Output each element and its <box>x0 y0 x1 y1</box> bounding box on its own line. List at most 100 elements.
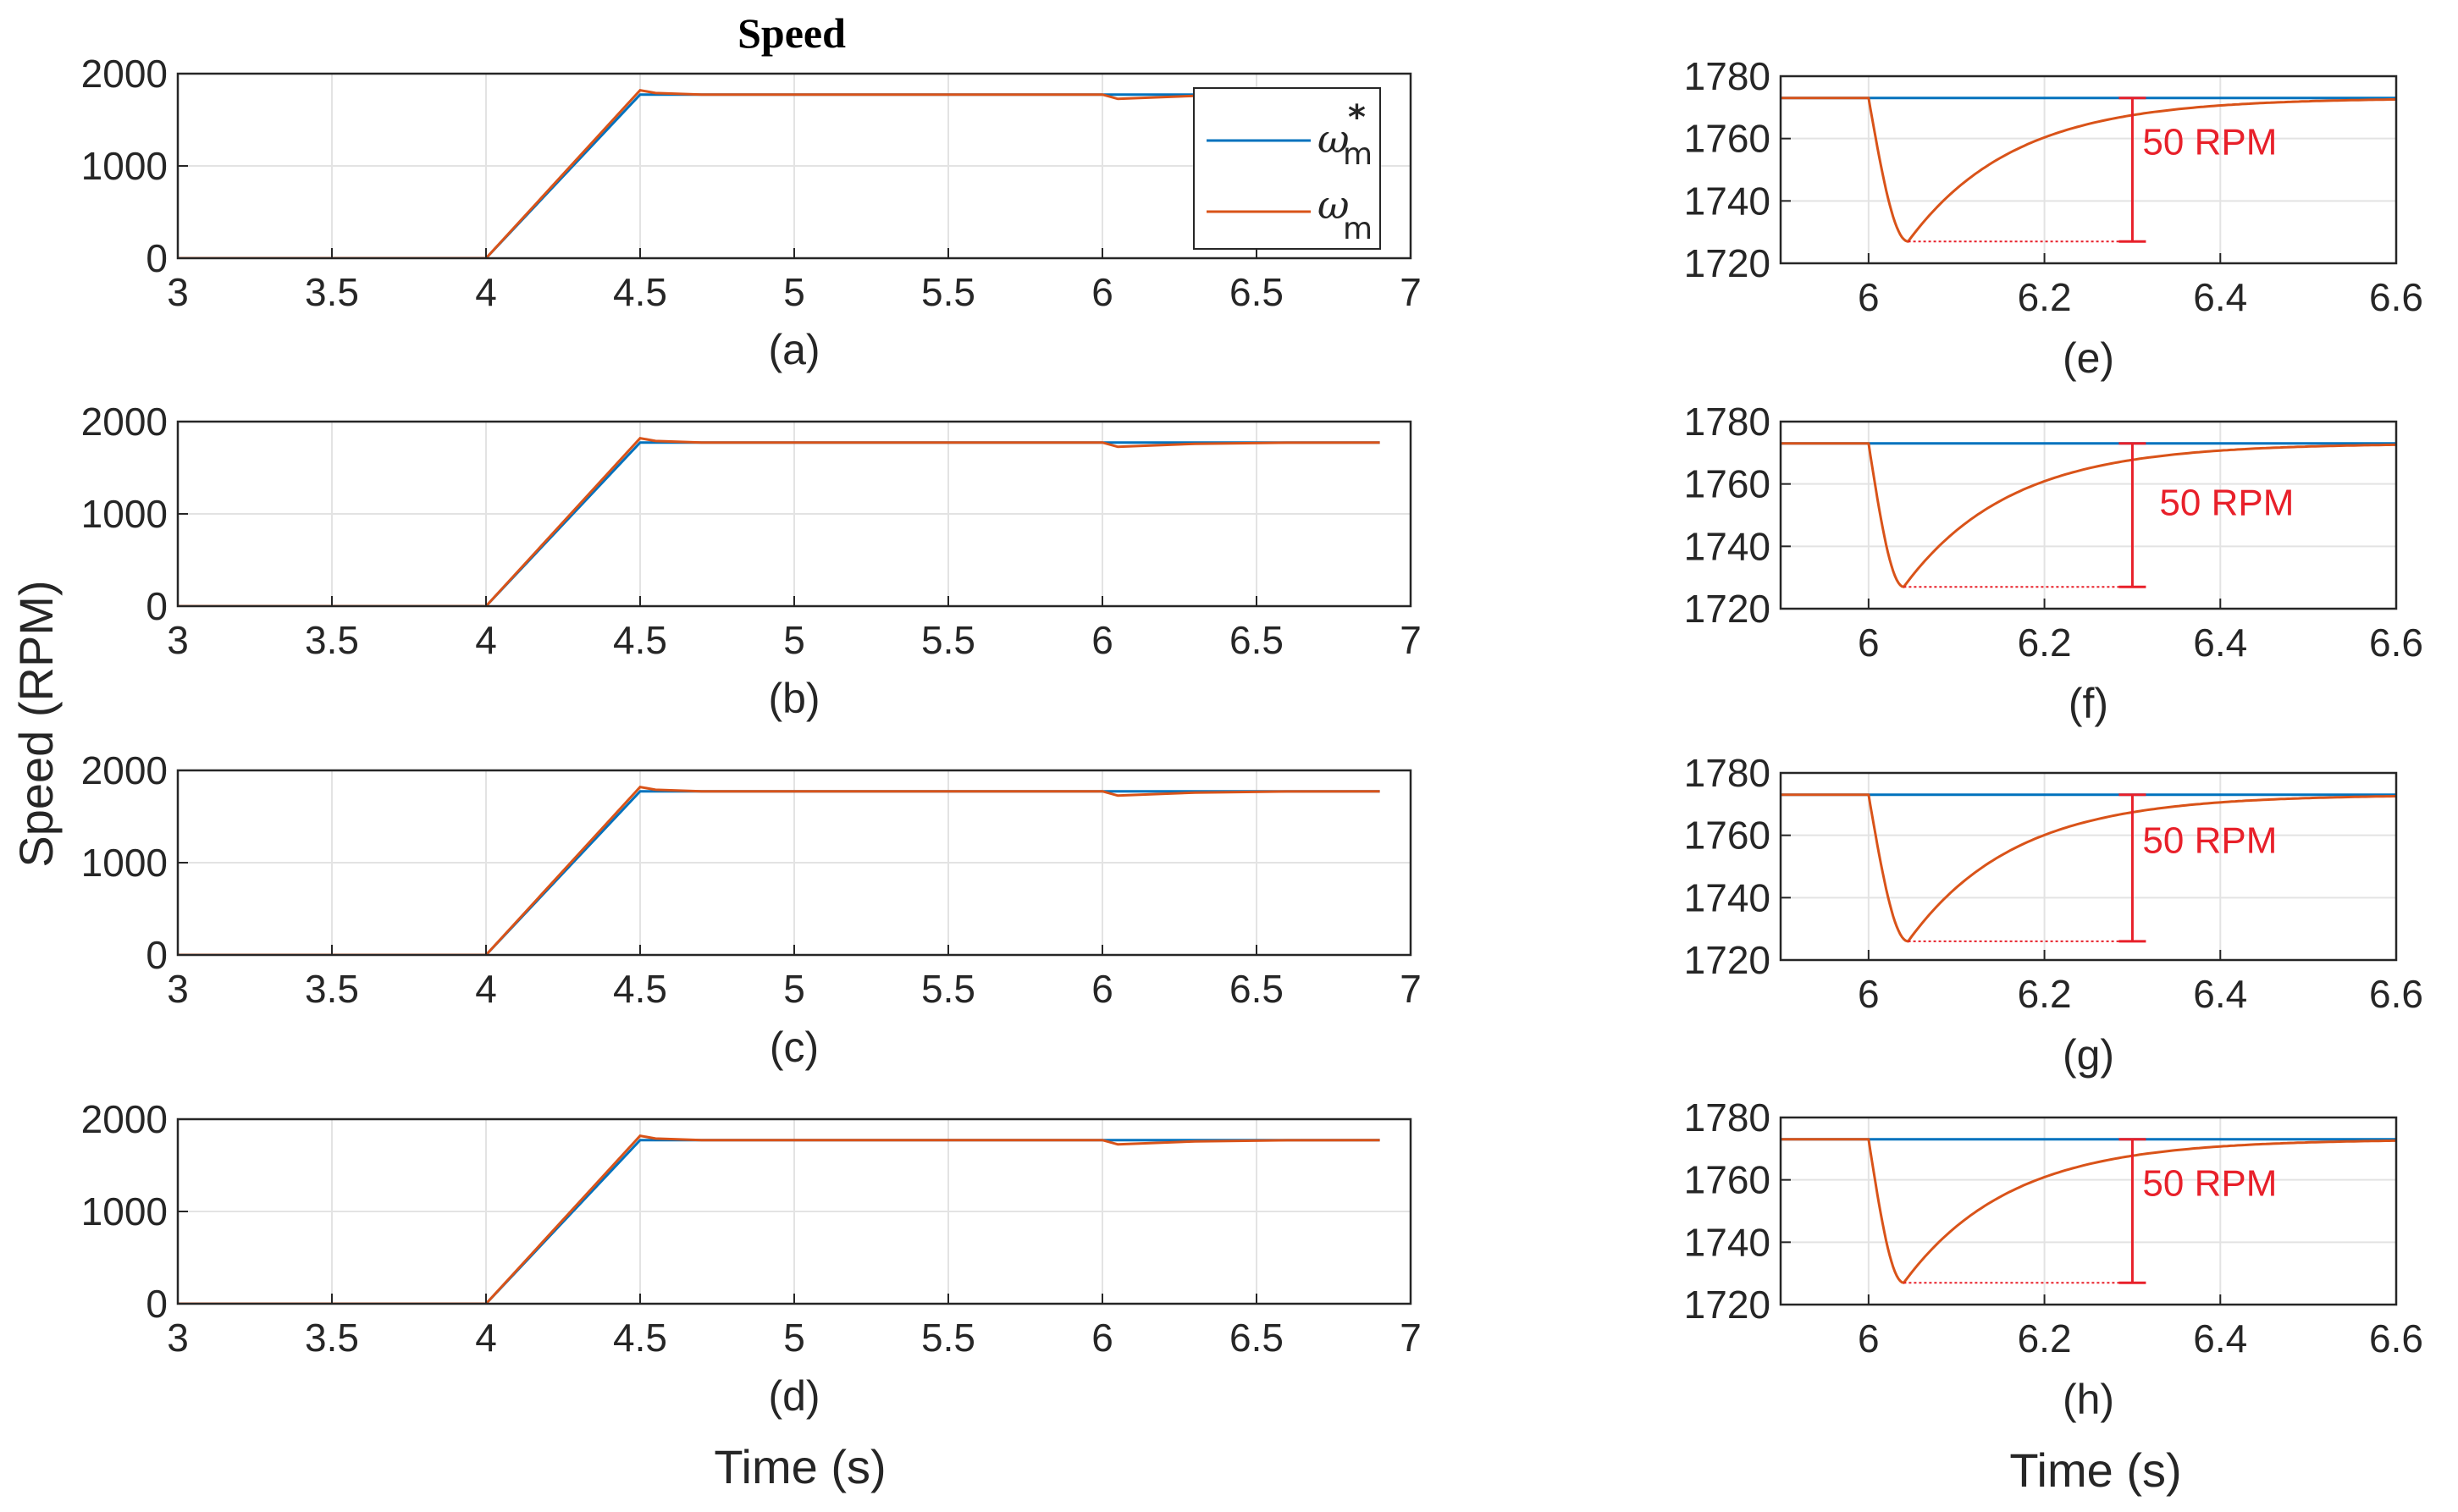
y-tick-label: 1780 <box>1684 400 1770 444</box>
x-tick-label: 6.6 <box>2369 621 2423 665</box>
y-tick-label: 1780 <box>1684 1095 1770 1140</box>
annotation-text: 50 RPM <box>2142 122 2277 163</box>
x-tick-label: 3 <box>167 1316 189 1360</box>
x-tick-label: 6 <box>1858 1316 1880 1360</box>
subplot-h: 50 RPM 6 6.2 6.4 6.6 1720 1740 1760 1780 (h) <box>1684 1095 2423 1423</box>
y-tick-label: 1000 <box>81 1189 168 1233</box>
y-tick-label: 1740 <box>1684 1220 1770 1264</box>
plot-background <box>1781 773 2396 960</box>
subplot-e: 50 RPM 6 6.2 6.4 6.6 1720 1740 1760 1780 (e) <box>1684 54 2423 382</box>
subplot-label: (d) <box>768 1372 820 1420</box>
x-tick-label: 6.6 <box>2369 1316 2423 1360</box>
legend-actual-symbol: ω <box>1317 182 1350 228</box>
axes-frame <box>1779 74 2398 265</box>
x-tick-label: 6.2 <box>2018 972 2072 1016</box>
subplot-label: (h) <box>2063 1376 2114 1423</box>
plot-background <box>1781 422 2396 609</box>
x-tick-label: 6 <box>1091 1316 1113 1360</box>
y-tick-label: 1760 <box>1684 1158 1770 1202</box>
y-tick-label: 1760 <box>1684 117 1770 161</box>
y-tick-label: 1720 <box>1684 241 1770 285</box>
axes-frame <box>1779 771 2398 962</box>
x-tick-label: 5 <box>783 1316 805 1360</box>
actual-speed-line <box>1781 793 2396 943</box>
actual-speed-line <box>178 1134 1380 1304</box>
x-tick-label: 6.5 <box>1229 1316 1284 1360</box>
x-tick-label: 6.2 <box>2018 1316 2072 1360</box>
x-tick-label: 7 <box>1400 1316 1422 1360</box>
y-tick-label: 2000 <box>81 52 168 96</box>
x-tick-label: 6.4 <box>2193 972 2247 1016</box>
y-tick-label: 1740 <box>1684 875 1770 919</box>
x-tick-label: 6.4 <box>2193 275 2247 319</box>
x-tick-label: 5.5 <box>921 967 975 1011</box>
y-tick-label: 0 <box>146 584 168 628</box>
x-tick-label: 6 <box>1091 967 1113 1011</box>
y-tick-label: 1780 <box>1684 751 1770 795</box>
y-tick-label: 1740 <box>1684 524 1770 568</box>
x-tick-label: 6.4 <box>2193 621 2247 665</box>
y-tick-label: 1720 <box>1684 938 1770 982</box>
subplot-panels: 3 3.5 4 4.5 5 5.5 6 6.5 7 0 1000 2000 (a) 3 3.5 4 4.5 5 5.… <box>81 52 2423 1423</box>
x-tick-label: 6.2 <box>2018 275 2072 319</box>
axes-frame <box>1779 1116 2398 1306</box>
x-tick-label: 4.5 <box>613 1316 667 1360</box>
x-tick-label: 4 <box>475 967 497 1011</box>
left-x-axis-label: Time (s) <box>714 1440 886 1493</box>
x-tick-label: 4.5 <box>613 270 667 314</box>
subplot-label: (e) <box>2063 334 2114 382</box>
y-tick-label: 0 <box>146 933 168 977</box>
x-tick-label: 4 <box>475 618 497 662</box>
legend-reference-subscript: m <box>1343 137 1373 172</box>
y-tick-label: 1780 <box>1684 54 1770 98</box>
plot-background <box>1781 76 2396 263</box>
y-tick-label: 1760 <box>1684 462 1770 506</box>
x-tick-label: 7 <box>1400 967 1422 1011</box>
actual-speed-line <box>1781 1138 2396 1284</box>
y-tick-label: 1760 <box>1684 814 1770 858</box>
x-tick-label: 4 <box>475 1316 497 1360</box>
x-tick-label: 3.5 <box>305 618 359 662</box>
axes-frame <box>1779 420 2398 610</box>
x-tick-label: 5 <box>783 270 805 314</box>
actual-speed-line <box>178 785 1380 955</box>
subplot-label: (b) <box>768 675 820 722</box>
y-tick-label: 1000 <box>81 492 168 536</box>
legend-reference-symbol: ω <box>1317 116 1350 162</box>
x-tick-label: 3.5 <box>305 1316 359 1360</box>
subplot-g: 50 RPM 6 6.2 6.4 6.6 1720 1740 1760 1780 (g) <box>1684 751 2423 1079</box>
y-tick-label: 1000 <box>81 841 168 885</box>
annotation-text: 50 RPM <box>2142 1163 2277 1205</box>
subplot-c: 3 3.5 4 4.5 5 5.5 6 6.5 7 0 1000 2000 (c) <box>81 748 1422 1071</box>
y-tick-label: 1720 <box>1684 587 1770 631</box>
x-tick-label: 6 <box>1091 618 1113 662</box>
x-tick-label: 6 <box>1858 972 1880 1016</box>
legend-box <box>1193 87 1381 250</box>
x-tick-label: 6.5 <box>1229 270 1284 314</box>
x-tick-label: 6.5 <box>1229 618 1284 662</box>
x-tick-label: 6 <box>1858 275 1880 319</box>
x-tick-label: 4.5 <box>613 618 667 662</box>
y-tick-label: 2000 <box>81 400 168 444</box>
series-group <box>178 436 1380 606</box>
subplot-label: (g) <box>2063 1031 2114 1079</box>
actual-speed-line <box>1781 97 2396 243</box>
x-tick-label: 7 <box>1400 618 1422 662</box>
x-tick-label: 6.6 <box>2369 972 2423 1016</box>
x-tick-label: 6.6 <box>2369 275 2423 319</box>
actual-speed-line <box>178 436 1380 606</box>
series-group <box>178 785 1380 955</box>
x-tick-label: 6 <box>1858 621 1880 665</box>
y-tick-label: 2000 <box>81 1097 168 1141</box>
y-tick-label: 0 <box>146 1282 168 1326</box>
y-tick-label: 1720 <box>1684 1283 1770 1327</box>
x-tick-label: 5 <box>783 967 805 1011</box>
x-tick-label: 3 <box>167 270 189 314</box>
y-tick-label: 2000 <box>81 748 168 792</box>
x-tick-label: 5.5 <box>921 1316 975 1360</box>
x-tick-label: 6.4 <box>2193 1316 2247 1360</box>
x-tick-label: 3.5 <box>305 967 359 1011</box>
subplot-label: (f) <box>2069 680 2108 727</box>
series-group <box>1781 1138 2396 1284</box>
